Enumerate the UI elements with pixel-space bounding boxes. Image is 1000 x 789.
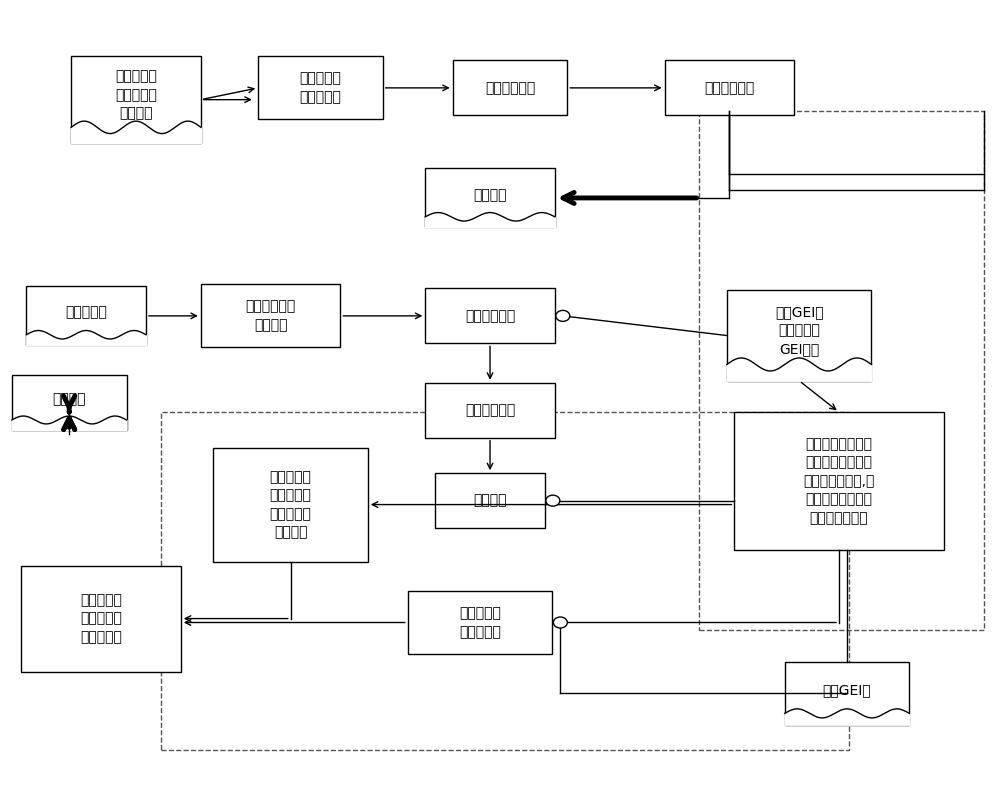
Text: 步态周期检测: 步态周期检测 bbox=[465, 308, 515, 323]
Bar bbox=[785, 662, 909, 725]
Text: 测试视频集: 测试视频集 bbox=[65, 305, 107, 320]
Bar bbox=[21, 566, 181, 671]
Bar bbox=[734, 412, 944, 550]
Bar bbox=[665, 60, 794, 115]
Text: 投影到可分
性最好的共
同耦合步态
特征空间: 投影到可分 性最好的共 同耦合步态 特征空间 bbox=[270, 470, 312, 539]
Bar bbox=[26, 286, 146, 346]
Bar bbox=[201, 284, 340, 347]
Text: 步态特征提取: 步态特征提取 bbox=[465, 403, 515, 417]
Bar bbox=[453, 60, 567, 115]
Bar bbox=[12, 375, 127, 430]
Text: 投影耦合步
态特征空间: 投影耦合步 态特征空间 bbox=[459, 606, 501, 639]
Text: 视频序列目标
轮廓提取: 视频序列目标 轮廓提取 bbox=[246, 300, 296, 332]
Text: 标准视角步态特征
同其余多个视角步
态特征联合训练,获
得基于图的核耦合
度量投影矩阵对: 标准视角步态特征 同其余多个视角步 态特征联合训练,获 得基于图的核耦合 度量投… bbox=[803, 437, 875, 525]
Bar bbox=[161, 412, 849, 750]
Bar bbox=[71, 57, 201, 143]
Text: 耦合步态特
征空间中进
行身份识别: 耦合步态特 征空间中进 行身份识别 bbox=[80, 593, 122, 644]
Text: 离线训练: 离线训练 bbox=[473, 188, 507, 202]
Bar bbox=[425, 288, 555, 343]
Bar bbox=[425, 383, 555, 438]
Text: 训练视频集
（包含注册
视频集）: 训练视频集 （包含注册 视频集） bbox=[115, 69, 157, 121]
Bar bbox=[408, 591, 552, 654]
Bar bbox=[435, 473, 545, 528]
Bar bbox=[699, 111, 984, 630]
Text: 视频序列目
标轮廓提取: 视频序列目 标轮廓提取 bbox=[300, 72, 341, 104]
Text: 注册GEI集: 注册GEI集 bbox=[823, 682, 871, 697]
Bar bbox=[213, 447, 368, 562]
Circle shape bbox=[546, 495, 560, 507]
Text: 步态周期检测: 步态周期检测 bbox=[704, 81, 754, 95]
Circle shape bbox=[556, 310, 570, 321]
Bar bbox=[727, 290, 871, 381]
Text: 在线识别: 在线识别 bbox=[52, 392, 86, 406]
Text: 训练GEI集
（包含注册
GEI集）: 训练GEI集 （包含注册 GEI集） bbox=[775, 305, 823, 356]
Bar bbox=[258, 57, 383, 119]
Text: 视角估计: 视角估计 bbox=[473, 494, 507, 507]
Circle shape bbox=[553, 617, 567, 628]
Bar bbox=[425, 169, 555, 227]
Text: 步态特征提取: 步态特征提取 bbox=[485, 81, 535, 95]
